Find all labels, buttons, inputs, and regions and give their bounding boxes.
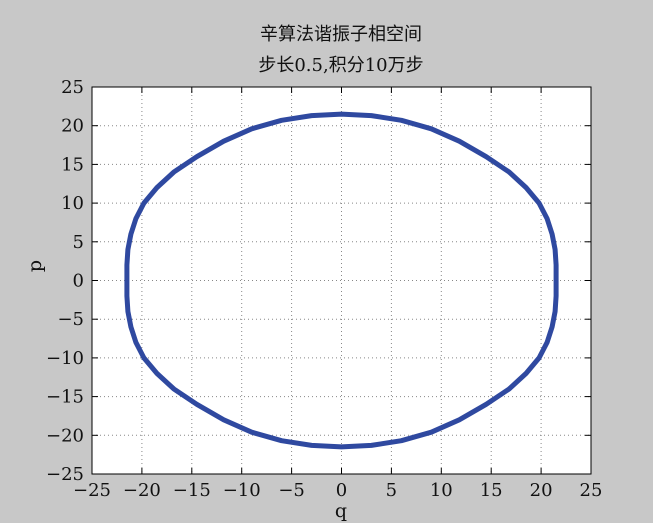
- y-tick-label: 5: [73, 232, 84, 253]
- x-tick-labels: −25 −20 −15 −10 −5 0 5 10 15 20 25: [73, 480, 602, 501]
- x-tick-label: 0: [336, 480, 347, 501]
- x-tick-label: 20: [530, 480, 553, 501]
- chart-title-line-2: 步长0.5,积分10万步: [258, 55, 423, 76]
- axis-ticks: [91, 86, 592, 475]
- y-tick-label: 15: [61, 154, 84, 175]
- y-axis-label: p: [24, 260, 46, 272]
- y-tick-label: 25: [61, 77, 84, 98]
- x-tick-label: −25: [73, 480, 111, 501]
- x-tick-label: 15: [480, 480, 503, 501]
- y-tick-label: −25: [46, 464, 84, 485]
- x-tick-label: −15: [173, 480, 211, 501]
- x-tick-label: −10: [223, 480, 261, 501]
- x-tick-label: 10: [430, 480, 453, 501]
- y-tick-labels: −25 −20 −15 −10 −5 0 5 10 15 20 25: [46, 77, 84, 485]
- y-tick-label: 0: [73, 271, 84, 292]
- y-tick-label: −5: [57, 309, 84, 330]
- phase-space-orbit: [124, 111, 559, 450]
- y-tick-label: 20: [61, 116, 84, 137]
- chart-title-line-1: 辛算法谐振子相空间: [260, 24, 422, 45]
- x-axis-label: q: [335, 500, 347, 522]
- x-tick-label: 5: [386, 480, 397, 501]
- y-tick-label: −20: [46, 425, 84, 446]
- grid: [92, 87, 591, 474]
- y-tick-label: 10: [61, 193, 84, 214]
- y-tick-label: −10: [46, 348, 84, 369]
- x-tick-label: −20: [123, 480, 161, 501]
- y-tick-label: −15: [46, 387, 84, 408]
- x-tick-label: 25: [580, 480, 603, 501]
- x-tick-label: −5: [278, 480, 305, 501]
